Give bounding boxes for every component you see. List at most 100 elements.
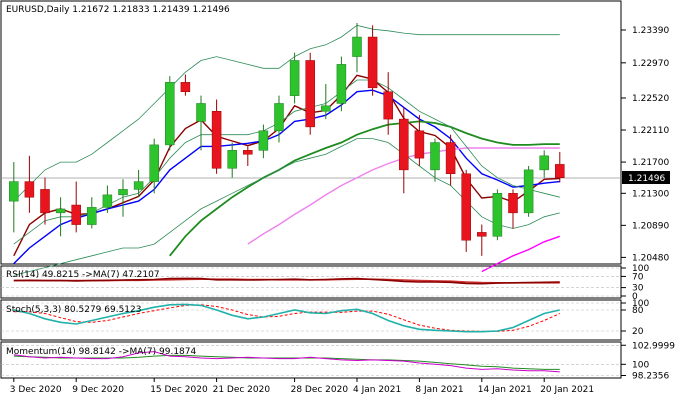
candle-body xyxy=(243,150,253,155)
candle-35 xyxy=(555,151,565,183)
candle-30 xyxy=(477,224,487,256)
candle-body xyxy=(258,130,269,151)
candle-body xyxy=(367,36,378,89)
candle-body xyxy=(180,82,191,92)
candle-8 xyxy=(133,169,144,198)
candle-body xyxy=(118,189,128,196)
candle-13 xyxy=(211,99,222,174)
date-tick-label: 9 Dec 2020 xyxy=(72,385,124,395)
price-tick-label: 1.22970 xyxy=(632,59,669,69)
candle-body xyxy=(414,130,425,159)
candle-body xyxy=(87,207,97,225)
momentum-panel-frame xyxy=(0,341,622,379)
candle-body xyxy=(477,232,487,237)
momentum-ma-line xyxy=(13,354,560,370)
candle-body xyxy=(133,181,144,190)
price-tick-label: 1.20890 xyxy=(632,221,669,231)
momentum-line xyxy=(13,351,560,373)
candle-16 xyxy=(258,124,269,159)
candles xyxy=(9,22,565,256)
chart-title: EURUSD,Daily 1.21672 1.21833 1.21439 1.2… xyxy=(6,5,230,15)
date-tick-label: 20 Jan 2021 xyxy=(540,385,594,395)
candle-18 xyxy=(289,52,300,104)
candle-33 xyxy=(523,165,534,217)
candle-body xyxy=(40,189,50,214)
candle-5 xyxy=(87,197,97,229)
candle-body xyxy=(55,208,66,214)
level-tick-label: 100 xyxy=(632,264,649,274)
level-tick-label: 100 xyxy=(632,299,649,309)
candle-6 xyxy=(102,185,113,213)
candle-body xyxy=(492,193,503,237)
overlay-line-1 xyxy=(13,89,560,265)
level-tick-label: 80 xyxy=(632,306,644,316)
main-panel-frame xyxy=(0,0,622,265)
current-price-label: 1.21496 xyxy=(628,174,665,184)
price-tick-label: 1.22520 xyxy=(632,94,669,104)
overlay-line-2 xyxy=(169,120,560,257)
momentum-label: Momentum(14) 98.8142 ->MA(7) 99.1874 xyxy=(6,347,197,357)
candle-20 xyxy=(321,83,331,120)
candle-31 xyxy=(492,189,503,241)
candle-25 xyxy=(399,107,409,194)
date-tick-label: 21 Dec 2020 xyxy=(213,385,271,395)
level-tick-label: 98.2356 xyxy=(632,372,669,382)
candle-body xyxy=(274,103,284,132)
candle-29 xyxy=(461,169,471,252)
candle-body xyxy=(149,144,159,182)
candle-body xyxy=(383,91,393,120)
date-tick-label: 14 Jan 2021 xyxy=(478,385,532,395)
candle-26 xyxy=(414,115,425,166)
price-tick-label: 1.21300 xyxy=(632,189,669,199)
candle-10 xyxy=(165,76,175,151)
candle-0 xyxy=(9,162,19,233)
level-tick-label: 0 xyxy=(632,292,638,302)
candle-28 xyxy=(445,134,456,186)
candle-body xyxy=(71,204,81,225)
rsi-label: RSI(14) 49.8215 ->MA(7) 47.2107 xyxy=(6,270,160,280)
rsi-line xyxy=(13,277,560,285)
candle-body xyxy=(196,103,206,122)
candle-body xyxy=(430,142,440,171)
price-tick-label: 1.20480 xyxy=(632,253,669,263)
candle-body xyxy=(336,64,347,104)
candle-19 xyxy=(305,52,315,135)
level-tick-label: 20 xyxy=(632,327,644,337)
candle-body xyxy=(321,105,331,112)
candle-body xyxy=(227,150,237,169)
candle-23 xyxy=(367,25,378,96)
stoch-k-line xyxy=(13,303,560,333)
candle-body xyxy=(523,169,534,214)
stoch-label: Stoch(5,3,3) 80.5279 69.5123 xyxy=(6,305,141,315)
momentum-panel: 102.9999 100 98.2356 xyxy=(1,341,675,382)
candle-body xyxy=(24,181,35,198)
candle-body xyxy=(9,181,19,202)
candle-1 xyxy=(24,155,35,213)
candle-11 xyxy=(180,74,191,96)
candle-body xyxy=(539,155,549,171)
candle-22 xyxy=(352,22,362,73)
candle-27 xyxy=(430,138,440,182)
candle-15 xyxy=(243,146,253,166)
stoch-panel-frame xyxy=(0,299,622,341)
candle-body xyxy=(508,193,518,214)
candle-4 xyxy=(71,181,81,233)
date-tick-label: 8 Jan 2021 xyxy=(415,385,463,395)
date-axis: 3 Dec 2020 9 Dec 2020 15 Dec 2020 21 Dec 20… xyxy=(10,378,594,395)
current-price-tag xyxy=(622,171,670,184)
candle-7 xyxy=(118,179,128,217)
candle-2 xyxy=(40,177,50,225)
candle-body xyxy=(352,36,362,57)
candle-body xyxy=(211,111,222,169)
date-tick-label: 28 Dec 2020 xyxy=(291,385,349,395)
date-tick-label: 3 Dec 2020 xyxy=(10,385,62,395)
candle-12 xyxy=(196,95,206,151)
level-tick-label: 70 xyxy=(632,272,644,282)
candle-32 xyxy=(508,189,518,229)
candle-body xyxy=(305,60,315,128)
candle-body xyxy=(165,82,175,146)
date-tick-label: 4 Jan 2021 xyxy=(353,385,401,395)
